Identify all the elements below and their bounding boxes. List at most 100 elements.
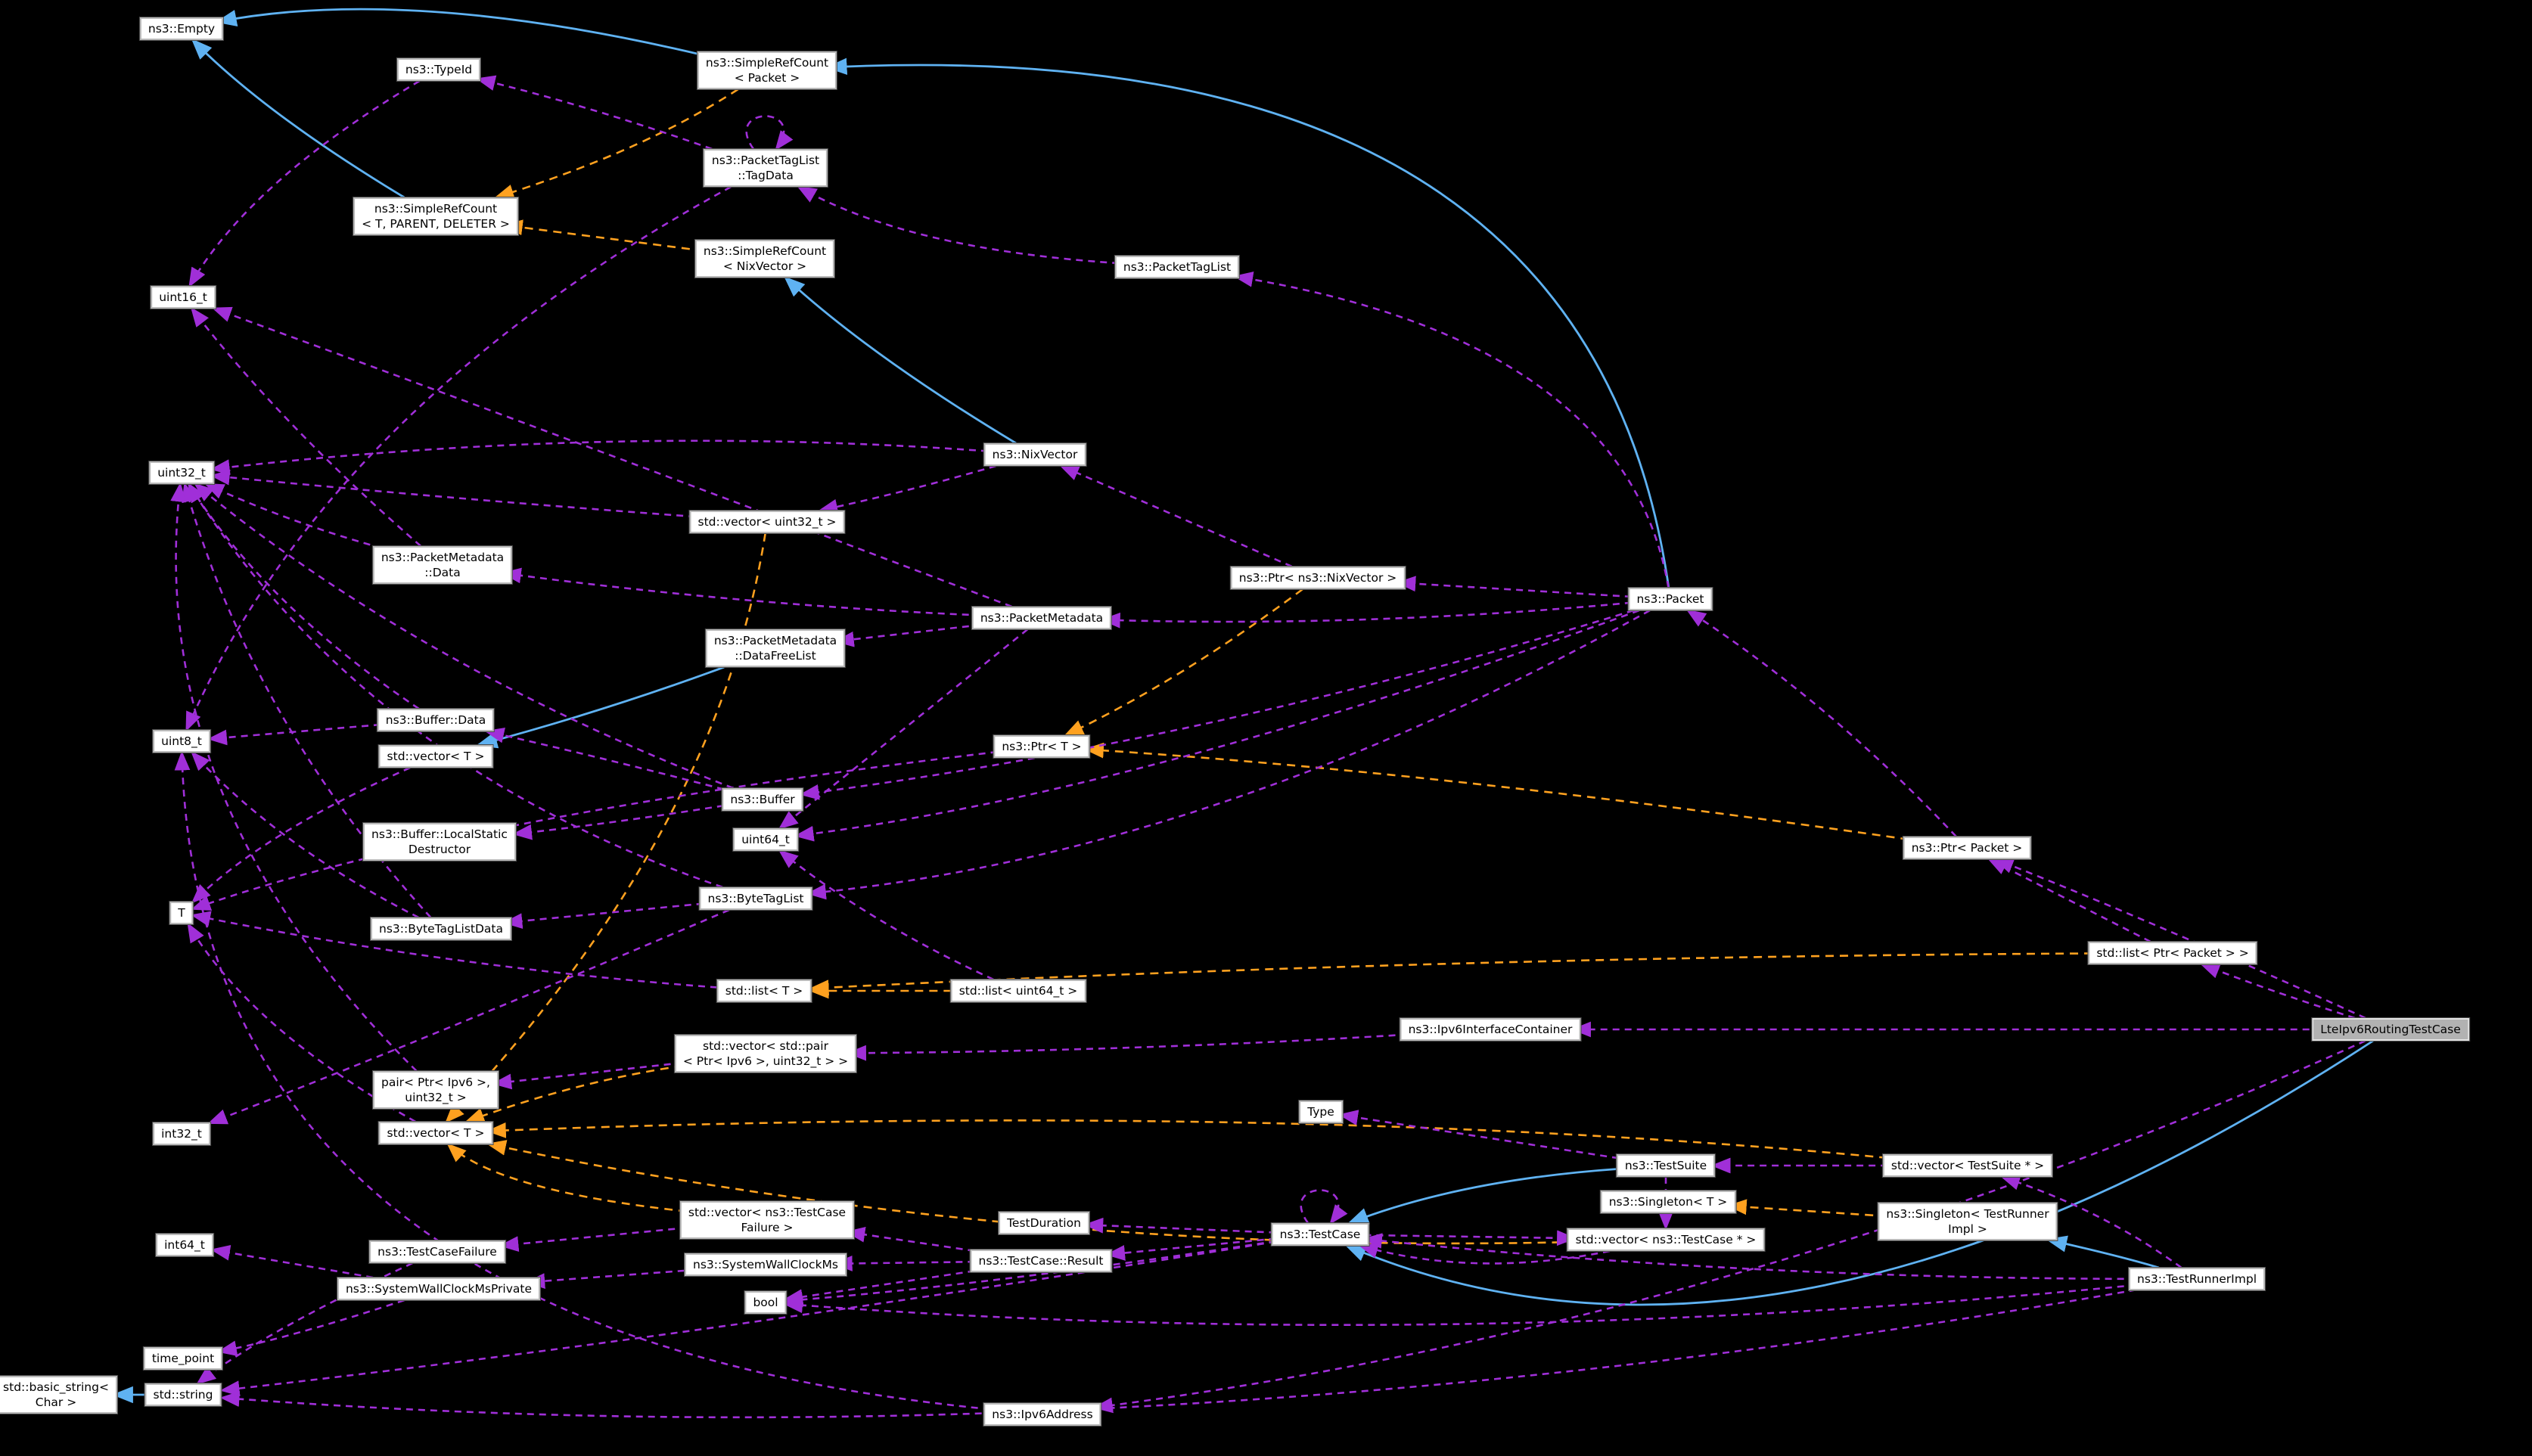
node-ptr_nix[interactable]: ns3::Ptr< ns3::NixVector > [1229, 566, 1406, 590]
edge-lte-to-list_ptr_packet [2199, 963, 2356, 1020]
node-type[interactable]: Type [1298, 1100, 1344, 1124]
edge-testsuite-to-testcase [1347, 1167, 1619, 1225]
node-buffer[interactable]: ns3::Buffer [721, 787, 804, 812]
node-pmd_data[interactable]: ns3::PacketMetadata ::Data [371, 545, 514, 585]
node-freelist[interactable]: ns3::PacketMetadata ::DataFreeList [704, 629, 847, 668]
edge-packet-to-packetmetadata [1100, 601, 1632, 629]
edge-vec_u32-to-vec_t2 [445, 532, 766, 1123]
edge-tagdata-to-uint8 [185, 185, 732, 732]
node-src_packet[interactable]: ns3::SimpleRefCount < Packet > [696, 51, 838, 90]
edge-ipv6addr-to-uint8 [174, 750, 990, 1411]
node-testduration[interactable]: TestDuration [998, 1211, 1090, 1235]
node-vec_t1[interactable]: std::vector< T > [377, 744, 494, 768]
node-uint32[interactable]: uint32_t [148, 461, 215, 485]
edge-packetmetadata-to-uint16 [211, 306, 1012, 608]
node-bool[interactable]: bool [744, 1290, 788, 1315]
edge-packetmetadata-to-freelist [834, 623, 981, 647]
edge-tc_result-to-vec_tcf [845, 1226, 975, 1253]
edge-vec_tcf-to-vec_t2 [446, 1143, 688, 1212]
node-tagdata[interactable]: ns3::PacketTagList ::TagData [702, 148, 829, 188]
edge-testrunnerimpl-to-vec_testsuite [2000, 1175, 2182, 1269]
edge-testcase-to-bool [783, 1240, 1276, 1308]
node-testsuite[interactable]: ns3::TestSuite [1615, 1153, 1716, 1178]
edge-packet-to-bytetaglist [806, 609, 1651, 900]
node-ptr_t[interactable]: ns3::Ptr< T > [993, 734, 1091, 759]
edge-packet-to-packettaglist [1233, 272, 1670, 588]
node-vec_tc[interactable]: std::vector< ns3::TestCase * > [1566, 1228, 1766, 1252]
node-packettaglist[interactable]: ns3::PacketTagList [1114, 255, 1241, 279]
node-tc_result[interactable]: ns3::TestCase::Result [969, 1249, 1113, 1273]
node-src_nix[interactable]: ns3::SimpleRefCount < NixVector > [694, 239, 836, 278]
edge-vec_t1-to-t [191, 766, 411, 904]
node-btl_data[interactable]: ns3::ByteTagListData [370, 917, 512, 941]
node-vec_pair[interactable]: std::vector< std::pair < Ptr< Ipv6 >, ui… [673, 1034, 858, 1073]
edge-src_packet-to-empty [215, 8, 707, 57]
node-list_t[interactable]: std::list< T > [716, 979, 812, 1003]
node-singleton_t[interactable]: ns3::Singleton< T > [1599, 1190, 1737, 1214]
edge-vec_u32-to-uint32 [210, 469, 696, 518]
edge-tc_result-to-swcms [832, 1256, 975, 1271]
node-packetmetadata[interactable]: ns3::PacketMetadata [971, 606, 1113, 630]
edge-src_tpd-to-empty [191, 39, 405, 199]
node-stdstring[interactable]: std::string [144, 1383, 222, 1407]
node-vec_tcf[interactable]: std::vector< ns3::TestCase Failure > [679, 1200, 856, 1240]
edge-ptr_packet-to-ptr_t [1083, 742, 1909, 841]
node-tcf[interactable]: ns3::TestCaseFailure [368, 1240, 506, 1264]
edge-buf_data-to-uint8 [207, 723, 381, 746]
node-singleton_tri[interactable]: ns3::Singleton< TestRunner Impl > [1877, 1202, 2058, 1241]
node-basicstring[interactable]: std::basic_string< Char > [0, 1375, 118, 1414]
node-localstatic[interactable]: ns3::Buffer::LocalStatic Destructor [362, 822, 517, 861]
node-ipv6ifc[interactable]: ns3::Ipv6InterfaceContainer [1399, 1017, 1582, 1042]
edge-testcase-to-tc_result [1105, 1237, 1276, 1261]
edge-bytetaglist-to-btl_data [502, 902, 704, 930]
edge-swcms_priv-to-int64 [210, 1245, 374, 1279]
node-packet[interactable]: ns3::Packet [1627, 587, 1713, 611]
node-vec_t2[interactable]: std::vector< T > [377, 1121, 494, 1145]
edge-btl_data-to-uint8 [191, 751, 420, 919]
node-t[interactable]: T [169, 901, 194, 925]
edge-vec_t2-to-t [187, 922, 416, 1123]
node-empty[interactable]: ns3::Empty [138, 17, 225, 41]
edge-lte-to-testcase [1344, 1039, 2374, 1306]
node-swcms_priv[interactable]: ns3::SystemWallClockMsPrivate [336, 1277, 542, 1301]
node-swcms[interactable]: ns3::SystemWallClockMs [683, 1253, 848, 1277]
node-int32[interactable]: int32_t [152, 1122, 211, 1146]
edge-vec_tc-to-testcase [1358, 1243, 1611, 1265]
node-testcase[interactable]: ns3::TestCase [1270, 1222, 1370, 1246]
node-bytetaglist[interactable]: ns3::ByteTagList [698, 886, 813, 911]
edge-typeid-to-uint16 [188, 79, 421, 288]
edge-tc_result-to-bool [783, 1269, 975, 1305]
edge-freelist-to-vec_t1 [476, 666, 725, 749]
edge-packet-to-ptr_nix [1396, 576, 1632, 598]
node-vec_testsuite[interactable]: std::vector< TestSuite * > [1881, 1153, 2054, 1178]
node-int64[interactable]: int64_t [155, 1233, 214, 1257]
node-typeid[interactable]: ns3::TypeId [396, 57, 482, 82]
edge-vec_tcf-to-tcf [499, 1226, 688, 1253]
node-ptr_packet[interactable]: ns3::Ptr< Packet > [1902, 836, 2032, 860]
node-pair_ipv6[interactable]: pair< Ptr< Ipv6 >, uint32_t > [372, 1070, 499, 1110]
node-timepoint[interactable]: time_point [142, 1346, 224, 1371]
node-nixvector[interactable]: ns3::NixVector [983, 442, 1087, 467]
edge-testrunnerimpl-to-bool [783, 1284, 2136, 1327]
edge-ptr_nix-to-ptr_t [1064, 588, 1303, 737]
node-uint8[interactable]: uint8_t [152, 729, 211, 753]
node-list_ptr_packet[interactable]: std::list< Ptr< Packet > > [2087, 941, 2258, 965]
edge-tagdata-to-tagdata [745, 115, 794, 151]
node-buf_data[interactable]: ns3::Buffer::Data [376, 708, 496, 732]
node-testrunnerimpl[interactable]: ns3::TestRunnerImpl [2128, 1267, 2266, 1291]
node-uint64[interactable]: uint64_t [732, 827, 799, 852]
edge-packetmetadata-to-pmd_data [501, 567, 981, 616]
edge-buf_data-to-uint32 [188, 482, 420, 710]
node-lte[interactable]: LteIpv6RoutingTestCase [2311, 1017, 2470, 1042]
edge-src_packet-to-src_tpd [494, 88, 739, 200]
edge-src_nix-to-src_tpd [502, 219, 704, 252]
node-src_tpd[interactable]: ns3::SimpleRefCount < T, PARENT, DELETER… [353, 197, 519, 236]
node-uint16[interactable]: uint16_t [150, 285, 216, 309]
edge-swcms-to-swcms_priv [525, 1268, 697, 1289]
node-ipv6addr[interactable]: ns3::Ipv6Address [983, 1402, 1102, 1427]
node-vec_u32[interactable]: std::vector< uint32_t > [688, 510, 846, 534]
edge-packet-to-uint64 [794, 609, 1640, 842]
edge-pair_ipv6-to-uint32 [170, 482, 418, 1072]
node-list_u64[interactable]: std::list< uint64_t > [949, 979, 1087, 1003]
